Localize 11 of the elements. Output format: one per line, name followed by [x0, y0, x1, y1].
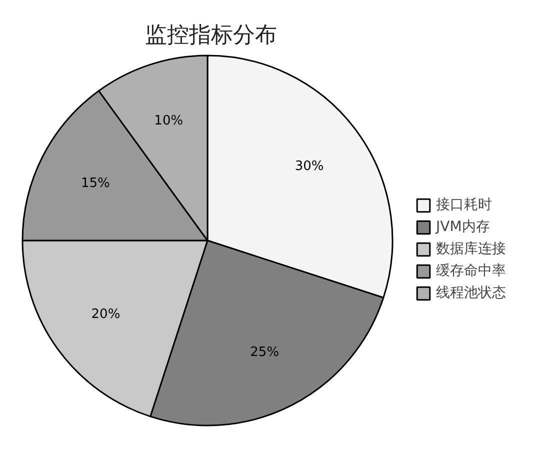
legend-label: JVM内存	[436, 218, 490, 236]
data-label: 30%	[294, 159, 324, 174]
data-label: 25%	[250, 345, 280, 360]
data-label: 10%	[154, 113, 184, 128]
data-label: 20%	[91, 306, 120, 322]
legend-label: 线程池状态	[436, 284, 506, 302]
data-label: 15%	[80, 176, 110, 191]
legend-label: 接口耗时	[436, 196, 492, 214]
legend-label: 数据库连接	[436, 240, 506, 258]
chart-title: 监控指标分布	[145, 23, 278, 48]
legend-label: 缓存命中率	[436, 262, 506, 280]
